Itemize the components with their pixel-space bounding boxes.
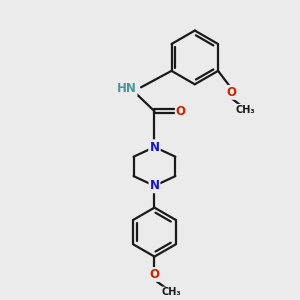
Text: HN: HN — [117, 82, 136, 95]
Text: N: N — [149, 140, 160, 154]
Text: N: N — [149, 140, 160, 154]
Text: O: O — [226, 86, 236, 99]
Text: N: N — [149, 179, 160, 192]
Text: O: O — [149, 268, 160, 281]
Text: O: O — [176, 105, 186, 118]
Text: CH₃: CH₃ — [236, 105, 255, 115]
Text: CH₃: CH₃ — [161, 287, 181, 297]
